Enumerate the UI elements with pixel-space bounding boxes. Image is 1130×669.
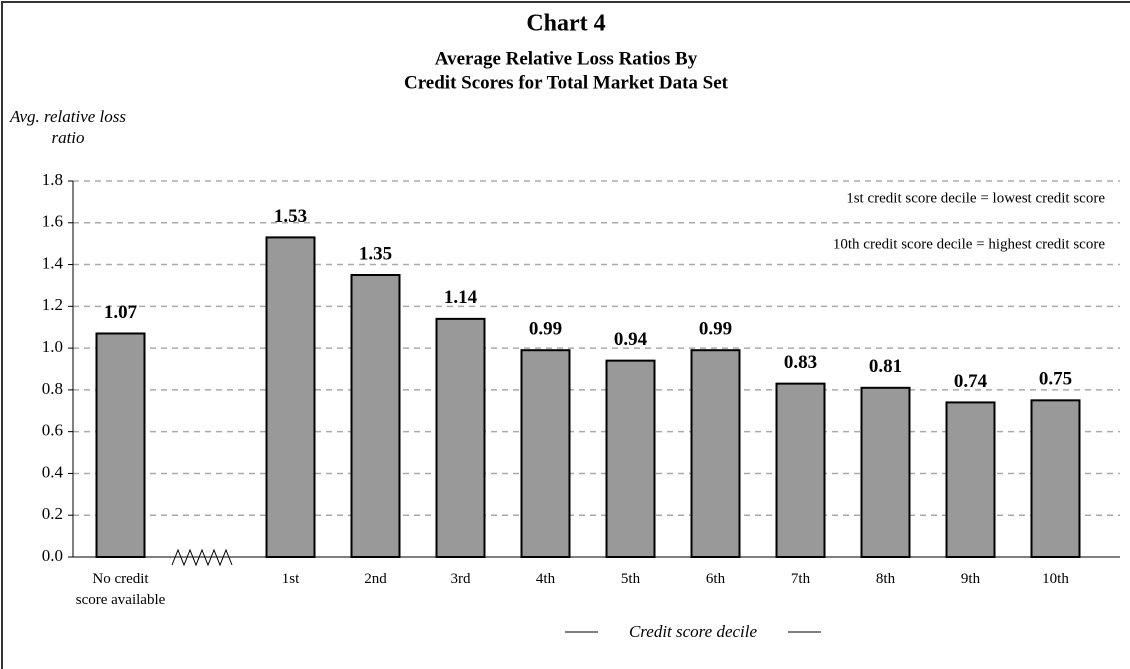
chart-subtitle: Credit Scores for Total Market Data Set xyxy=(404,72,729,93)
y-tick-label: 0.2 xyxy=(42,504,63,523)
y-tick-label: 1.0 xyxy=(42,337,63,356)
data-label: 1.07 xyxy=(104,302,138,323)
x-tick-label: 10th xyxy=(1042,571,1069,587)
bar xyxy=(690,349,741,559)
data-label: 0.81 xyxy=(869,356,902,377)
data-label: 0.83 xyxy=(784,352,817,373)
x-tick-label: 7th xyxy=(790,571,811,587)
y-tick-label: 1.8 xyxy=(42,170,63,189)
x-tick-label: 9th xyxy=(960,571,981,587)
annotation: 1st credit score decile = lowest credit … xyxy=(846,190,1105,206)
data-label: 0.94 xyxy=(614,329,648,350)
y-tick-label: 0.4 xyxy=(42,462,64,481)
data-label: 0.74 xyxy=(954,371,988,392)
x-tick-label: 6th xyxy=(705,571,726,587)
data-label: 1.14 xyxy=(444,287,478,308)
x-tick-label: 4th xyxy=(535,571,556,587)
x-tick-label: 3rd xyxy=(450,571,471,587)
x-tick-label: No credit score available xyxy=(75,571,166,608)
y-tick-label: 1.4 xyxy=(42,253,64,272)
x-tick-label: 1st xyxy=(281,571,300,587)
bar xyxy=(265,236,316,558)
y-axis-label: Avg. relative loss ratio xyxy=(10,107,126,147)
bar xyxy=(605,359,656,558)
bar xyxy=(775,382,826,558)
x-tick-label: 8th xyxy=(875,571,896,587)
y-tick-label: 0.6 xyxy=(42,421,63,440)
chart-subtitle: Average Relative Loss Ratios By xyxy=(435,48,698,69)
bar xyxy=(860,386,911,558)
chart-title: Chart 4 xyxy=(526,11,605,37)
axis-break xyxy=(171,548,233,567)
data-label: 1.35 xyxy=(359,243,392,264)
bar xyxy=(95,332,146,558)
y-tick-label: 1.6 xyxy=(42,212,63,231)
bar xyxy=(435,317,486,558)
annotation: 10th credit score decile = highest credi… xyxy=(833,236,1105,252)
y-tick-label: 0.8 xyxy=(42,379,63,398)
data-label: 0.99 xyxy=(699,319,732,340)
x-tick-label: 2nd xyxy=(364,571,387,587)
y-tick-label: 0.0 xyxy=(42,546,63,565)
data-label: 1.53 xyxy=(274,206,307,227)
bar xyxy=(520,349,571,559)
bar xyxy=(945,401,996,558)
y-tick-label: 1.2 xyxy=(42,295,63,314)
bar xyxy=(1030,399,1081,559)
x-tick-label: 5th xyxy=(620,571,641,587)
x-axis-label: Credit score decile xyxy=(629,622,758,641)
data-label: 0.99 xyxy=(529,319,562,340)
data-label: 0.75 xyxy=(1039,369,1072,390)
bar xyxy=(350,274,401,558)
